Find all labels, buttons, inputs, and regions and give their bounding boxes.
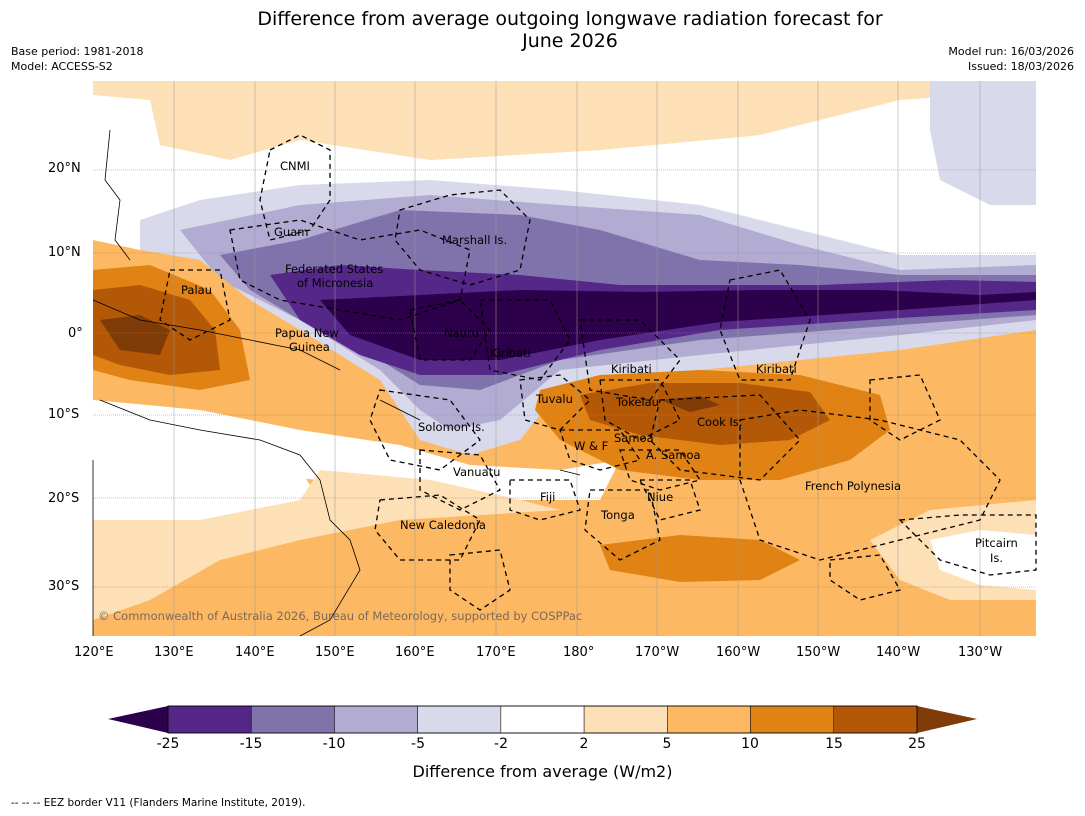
label-pitcairn-1: Pitcairn	[975, 536, 1018, 550]
north-pale-purple	[930, 81, 1036, 205]
base-period: Base period: 1981-2018	[11, 45, 144, 58]
colorbar-segment	[500, 705, 585, 734]
colorbar-segment	[417, 705, 502, 734]
colorbar	[108, 705, 977, 734]
lon-label-120e: 120°E	[74, 645, 114, 660]
lon-label-180: 180°	[563, 645, 595, 660]
issued-date: Issued: 18/03/2026	[967, 60, 1074, 73]
cb-tick-9: 25	[908, 736, 926, 752]
label-cook: Cook Is.	[697, 415, 742, 429]
anomaly-field	[93, 81, 1036, 636]
west-darkest	[100, 315, 170, 355]
label-wf: W & F	[574, 439, 608, 453]
label-tuvalu: Tuvalu	[535, 392, 573, 406]
cb-tick-5: 2	[579, 736, 589, 752]
colorbar-outline	[167, 705, 918, 734]
label-guam: Guam	[274, 225, 308, 239]
lat-label-30s: 30°S	[48, 579, 80, 594]
colorbar-high-extend	[917, 706, 977, 733]
lat-label-10s: 10°S	[48, 407, 80, 422]
meta-left: Base period: 1981-2018 Model: ACCESS-S2	[11, 44, 143, 74]
lon-label-150e: 150°E	[315, 645, 355, 660]
lat-label-20s: 20°S	[48, 491, 80, 506]
cb-tick-3: -5	[411, 736, 425, 752]
coastlines	[92, 129, 581, 637]
label-new-caledonia: New Caledonia	[400, 518, 486, 532]
title-line-2: June 2026	[522, 30, 618, 52]
region-labels: CNMI Guam Marshall Is. Federated States …	[181, 159, 1018, 565]
meta-right: Model run: 16/03/2026 Issued: 18/03/2026	[948, 44, 1074, 74]
chart-title: Difference from average outgoing longwav…	[170, 8, 970, 52]
label-kiribati-c: Kiribati	[611, 362, 652, 376]
eez-borders	[159, 134, 1037, 611]
sw-dark-orange	[600, 535, 800, 582]
meridians	[173, 81, 981, 636]
copyright-notice: © Commonwealth of Australia 2026, Bureau…	[98, 609, 583, 623]
cb-tick-4: -2	[494, 736, 508, 752]
lon-label-170e: 170°E	[476, 645, 516, 660]
lat-label-10n: 10°N	[48, 245, 81, 260]
label-solomon: Solomon Is.	[418, 420, 485, 434]
colorbar-segment	[750, 705, 835, 734]
label-fsm-1: Federated States	[285, 262, 383, 276]
lon-label-150w: 150°W	[796, 645, 841, 660]
colorbar-segment	[667, 705, 751, 734]
lon-label-170w: 170°W	[635, 645, 680, 660]
eez-footer-note: -- -- -- EEZ border V11 (Flanders Marine…	[11, 797, 306, 809]
label-niue: Niue	[647, 490, 673, 504]
cb-tick-6: 5	[662, 736, 672, 752]
colorbar-segment	[250, 705, 335, 734]
label-palau: Palau	[181, 283, 212, 297]
band-darkest-purple	[320, 290, 1036, 360]
label-tokelau: Tokelau	[615, 395, 659, 409]
colorbar-segment	[167, 705, 252, 734]
australia-white	[93, 440, 320, 520]
label-kiribati-w: Kiribati	[490, 346, 531, 360]
label-png-1: Papua New	[275, 326, 339, 340]
colorbar-segment	[583, 705, 668, 734]
cb-tick-1: -15	[239, 736, 263, 752]
se-white	[930, 530, 1036, 590]
label-asamoa: A. Samoa	[646, 448, 701, 462]
lat-label-20n: 20°N	[48, 161, 81, 176]
label-fsm-2: of Micronesia	[297, 276, 373, 290]
cb-tick-0: -25	[156, 736, 180, 752]
label-kiribati-e: Kiribati	[756, 362, 797, 376]
lon-label-160e: 160°E	[395, 645, 435, 660]
lon-label-130w: 130°W	[958, 645, 1003, 660]
lon-label-140e: 140°E	[235, 645, 275, 660]
cb-tick-2: -10	[322, 736, 346, 752]
colorbar-segment	[833, 705, 918, 734]
label-vanuatu: Vanuatu	[453, 465, 500, 479]
cb-tick-7: 10	[741, 736, 759, 752]
model-name: Model: ACCESS-S2	[11, 60, 113, 73]
label-fiji: Fiji	[540, 490, 555, 504]
label-tonga: Tonga	[600, 508, 635, 522]
south-light-orange	[93, 470, 560, 620]
label-cnmi: CNMI	[280, 159, 310, 173]
label-pitcairn-2: Is.	[990, 551, 1003, 565]
colorbar-low-extend	[108, 706, 168, 733]
label-marshall: Marshall Is.	[442, 233, 507, 247]
label-samoa: Samoa	[614, 431, 654, 445]
lon-label-140w: 140°W	[876, 645, 921, 660]
central-white	[93, 400, 620, 500]
label-french-polynesia: French Polynesia	[805, 479, 901, 493]
colorbar-label: Difference from average (W/m2)	[412, 762, 673, 781]
lon-label-160w: 160°W	[716, 645, 761, 660]
title-line-1: Difference from average outgoing longwav…	[257, 8, 883, 30]
lat-label-eq: 0°	[68, 326, 83, 341]
label-png-2: Guinea	[289, 340, 330, 354]
label-nauru: Nauru	[444, 326, 479, 340]
south-darkest	[660, 396, 720, 412]
model-run: Model run: 16/03/2026	[948, 45, 1074, 58]
colorbar-segments	[167, 705, 918, 734]
cb-tick-8: 15	[825, 736, 843, 752]
lon-label-130e: 130°E	[154, 645, 194, 660]
colorbar-segment	[334, 705, 418, 734]
